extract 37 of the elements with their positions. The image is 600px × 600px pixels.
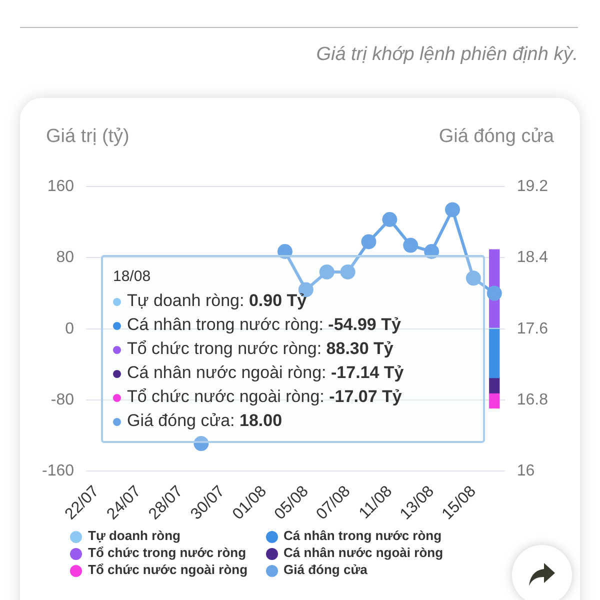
y-axis-title: Giá trị (tỷ) (46, 126, 130, 148)
annotation: Tổ chức trong nước ròng: 88.30 Tỷ (126, 338, 394, 360)
y-tick-label: 80 (56, 249, 74, 266)
annotation: Cá nhân trong nước ròng: -54.99 Tỷ (126, 314, 402, 336)
y2-tick-label: 18.4 (516, 249, 548, 266)
y-tick-label: 0 (65, 320, 74, 338)
y-tick-label: -80 (50, 391, 74, 408)
point (424, 244, 440, 260)
point (319, 264, 334, 280)
point (340, 264, 356, 280)
point (194, 436, 209, 452)
y2-tick-label: 17.6 (516, 320, 548, 338)
y2-tick-label: 19.2 (516, 178, 548, 196)
legend-label: Tổ chức nước ngoài ròng (87, 562, 248, 577)
point (403, 238, 418, 253)
legend-label: Cá nhân nước ngoài ròng (282, 545, 444, 560)
chart-subtitle: Giá trị khớp lệnh phiên định kỳ. (316, 44, 578, 66)
y-tick-label: 160 (47, 178, 74, 196)
point (466, 270, 481, 286)
legend-label: Tổ chức trong nước ròng (87, 545, 248, 560)
point (445, 202, 460, 218)
legend-label: Cá nhân trong nước ròng (282, 528, 443, 543)
point (382, 212, 398, 227)
point (486, 286, 502, 301)
y-tick-label: -160 (42, 462, 74, 480)
annotation: Giá đóng cửa: 18.00 (126, 410, 284, 432)
point (361, 234, 376, 250)
annotation: Tổ chức nước ngoài ròng: -17.07 Tỷ (126, 386, 403, 408)
annotation: Cá nhân nước ngoài ròng: -17.14 Tỷ (126, 362, 405, 384)
legend-label: Tự doanh ròng (87, 528, 182, 543)
point (277, 244, 292, 260)
legend-label: Giá đóng cửa (282, 562, 368, 577)
y2-axis-title: Giá đóng cửa (438, 126, 554, 148)
annotation: 18/08 (113, 267, 152, 287)
annotation: Tự doanh ròng: 0.90 Tỷ (126, 290, 308, 312)
y2-tick-label: 16.8 (516, 391, 548, 408)
y2-tick-label: 16 (516, 462, 535, 480)
